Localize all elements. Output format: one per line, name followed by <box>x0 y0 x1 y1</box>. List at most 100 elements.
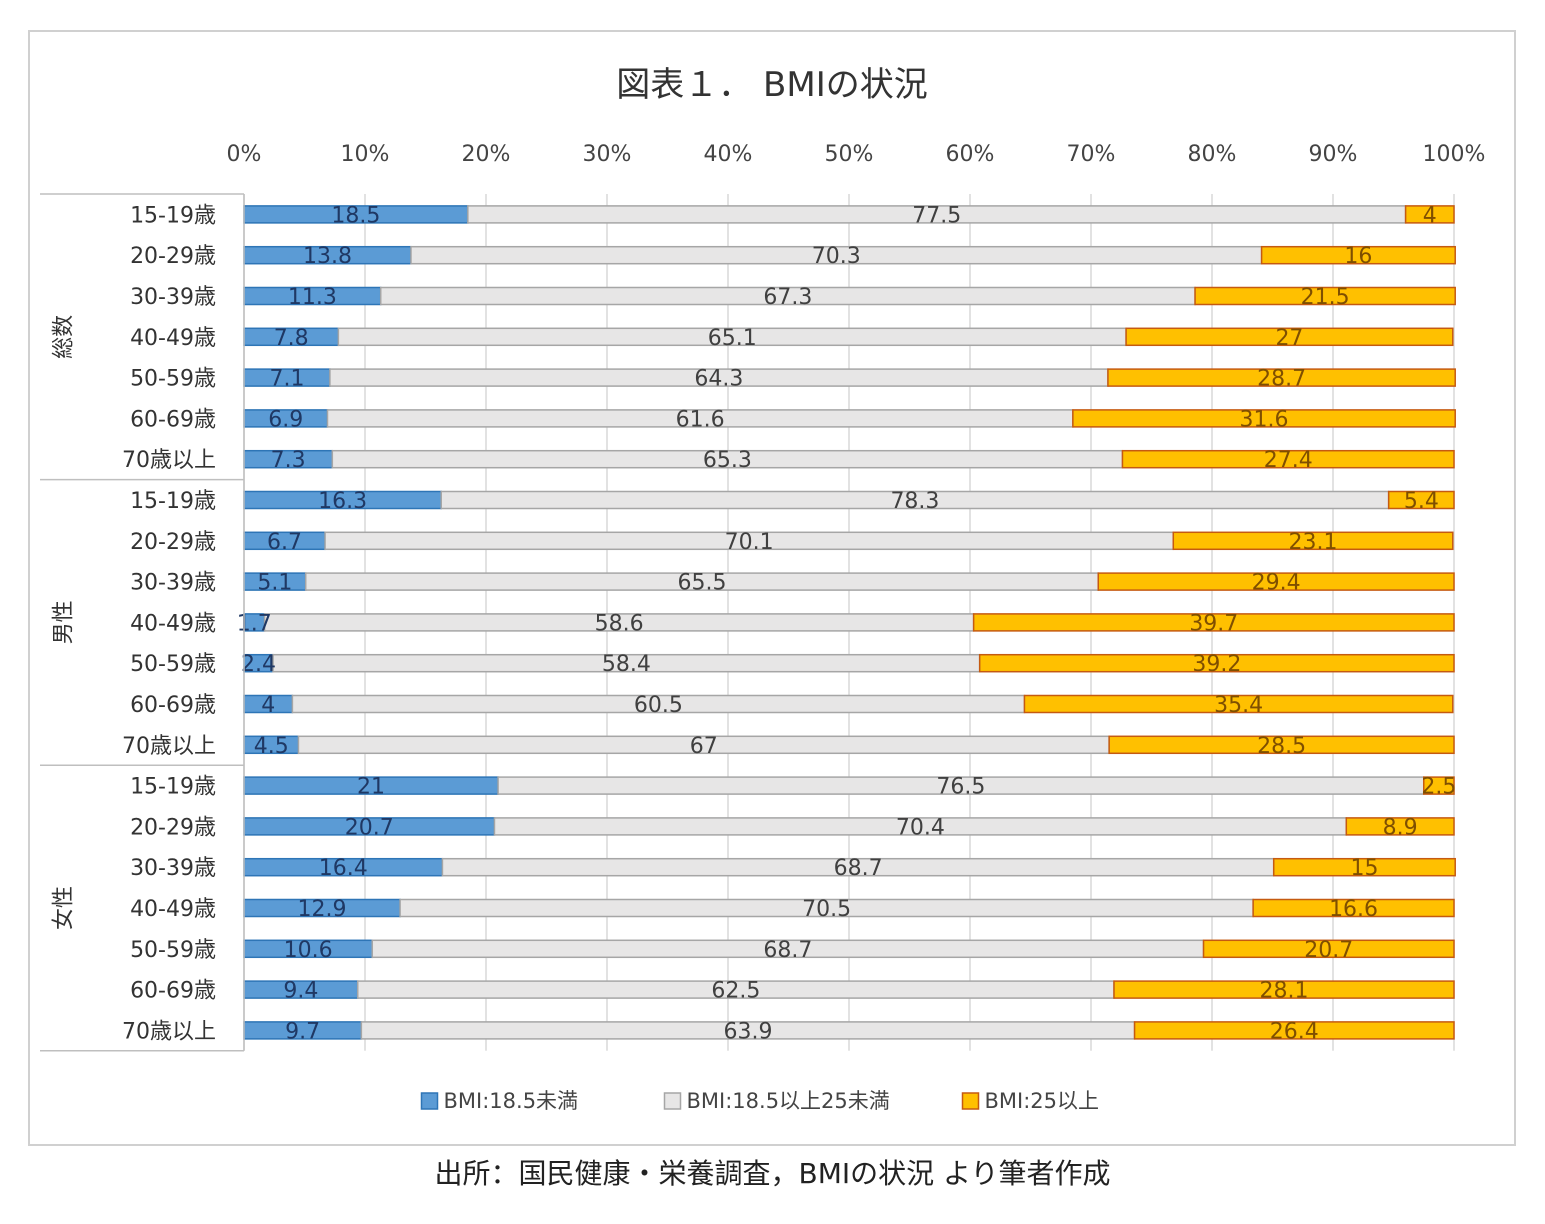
x-tick-label: 40% <box>704 142 753 167</box>
data-label: 26.4 <box>1270 1019 1319 1044</box>
legend-label: BMI:25以上 <box>985 1089 1100 1113</box>
data-label: 10.6 <box>284 938 333 963</box>
data-label: 5.4 <box>1404 489 1439 514</box>
x-tick-label: 90% <box>1309 142 1358 167</box>
data-label: 65.3 <box>703 448 752 473</box>
category-label: 40-49歳 <box>130 611 216 636</box>
chart-title: 図表１． BMIの状況 <box>616 65 928 105</box>
data-label: 11.3 <box>288 285 337 310</box>
data-label: 4.5 <box>254 734 289 759</box>
category-label: 70歳以上 <box>122 448 216 473</box>
data-label: 6.9 <box>268 407 303 432</box>
category-label: 40-49歳 <box>130 326 216 351</box>
bar-segment <box>1387 490 1455 510</box>
x-axis-tick-labels: 0% 10% 20% 30% 40% 50% 60% 70% 80% 90% 100% <box>227 142 1486 167</box>
legend-label: BMI:18.5未満 <box>444 1089 579 1113</box>
data-label: 1.7 <box>237 611 272 636</box>
data-label: 21 <box>357 775 385 800</box>
bar-segment <box>1423 776 1455 795</box>
x-tick-label: 60% <box>946 142 995 167</box>
category-label: 30-39歳 <box>130 285 216 310</box>
data-label: 39.7 <box>1189 611 1238 636</box>
source-note: 出所：国民健康・栄養調査，BMIの状況 より筆者作成 <box>434 1157 1111 1190</box>
data-label: 68.7 <box>834 856 883 881</box>
data-label: 29.4 <box>1252 571 1301 596</box>
data-label: 16.3 <box>318 489 367 514</box>
bar-segment <box>1121 449 1455 469</box>
data-label: 20.7 <box>1304 938 1353 963</box>
data-label: 64.3 <box>694 367 743 392</box>
category-label: 70歳以上 <box>122 734 216 759</box>
bar-segment <box>1194 286 1456 306</box>
group-label: 女性 <box>52 886 77 930</box>
x-tick-label: 0% <box>227 142 262 167</box>
data-label: 63.9 <box>723 1019 772 1044</box>
data-label: 13.8 <box>303 244 352 269</box>
bar-segment <box>1072 409 1456 428</box>
data-label: 15 <box>1350 856 1378 881</box>
data-label: 68.7 <box>763 938 812 963</box>
data-label: 23.1 <box>1289 530 1338 555</box>
category-label: 15-19歳 <box>130 775 216 800</box>
category-label: 70歳以上 <box>122 1019 216 1044</box>
data-label: 7.8 <box>274 326 309 351</box>
data-label: 62.5 <box>711 979 760 1004</box>
x-tick-label: 100% <box>1423 142 1486 167</box>
data-label: 8.9 <box>1383 815 1418 840</box>
legend-label: BMI:18.5以上25未満 <box>687 1089 890 1113</box>
data-label: 27.4 <box>1264 448 1313 473</box>
data-label: 78.3 <box>890 489 939 514</box>
legend: BMI:18.5未満 BMI:18.5以上25未満 BMI:25以上 <box>420 1089 1100 1113</box>
data-label: 61.6 <box>676 407 725 432</box>
data-label: 65.1 <box>708 326 757 351</box>
data-label: 28.1 <box>1260 979 1309 1004</box>
group-label: 総数 <box>52 315 77 359</box>
category-label: 20-29歳 <box>130 530 216 555</box>
data-label: 7.3 <box>271 448 306 473</box>
category-label: 60-69歳 <box>130 979 216 1004</box>
data-label: 35.4 <box>1214 693 1263 718</box>
category-label: 20-29歳 <box>130 815 216 840</box>
data-label: 70.3 <box>812 244 861 269</box>
bar-segment <box>1260 245 1456 265</box>
data-label: 7.1 <box>269 367 304 392</box>
bar-segment <box>1133 1021 1455 1040</box>
data-label: 16.4 <box>319 856 368 881</box>
category-label: 15-19歳 <box>130 489 216 514</box>
data-label: 31.6 <box>1240 407 1289 432</box>
data-label: 9.7 <box>285 1019 320 1044</box>
data-label: 9.4 <box>283 979 318 1004</box>
bar-segment <box>1107 368 1456 387</box>
data-label: 27 <box>1275 326 1303 351</box>
bar-segment <box>1172 531 1454 551</box>
x-tick-label: 30% <box>583 142 632 167</box>
data-label: 16 <box>1344 244 1372 269</box>
bars <box>243 205 1456 1040</box>
bar-segment <box>1108 735 1455 755</box>
category-label: 30-39歳 <box>130 571 216 596</box>
bar-segment <box>1404 205 1455 224</box>
bar-segment <box>1097 572 1455 591</box>
data-label: 4 <box>261 693 275 718</box>
x-tick-label: 10% <box>341 142 390 167</box>
data-label: 58.6 <box>595 611 644 636</box>
group-label: 男性 <box>52 600 77 644</box>
x-tick-label: 70% <box>1067 142 1116 167</box>
data-label: 18.5 <box>331 203 380 228</box>
data-label: 70.5 <box>802 897 851 922</box>
category-label: 30-39歳 <box>130 856 216 881</box>
data-label: 60.5 <box>634 693 683 718</box>
x-tick-label: 50% <box>825 142 874 167</box>
data-label: 77.5 <box>912 203 961 228</box>
data-label: 12.9 <box>298 897 347 922</box>
data-label: 70.1 <box>725 530 774 555</box>
bar-segment <box>1202 939 1455 959</box>
data-label: 16.6 <box>1329 897 1378 922</box>
category-axis: 15-19歳 20-29歳 30-39歳 40-49歳 50-59歳 60-69歳 70歳以… <box>40 193 245 1052</box>
data-label: 67 <box>690 734 718 759</box>
data-label: 6.7 <box>267 530 302 555</box>
bar-segment <box>1252 898 1455 918</box>
legend-swatch <box>663 1092 682 1110</box>
data-label: 65.5 <box>677 571 726 596</box>
bar-segment <box>978 653 1455 673</box>
